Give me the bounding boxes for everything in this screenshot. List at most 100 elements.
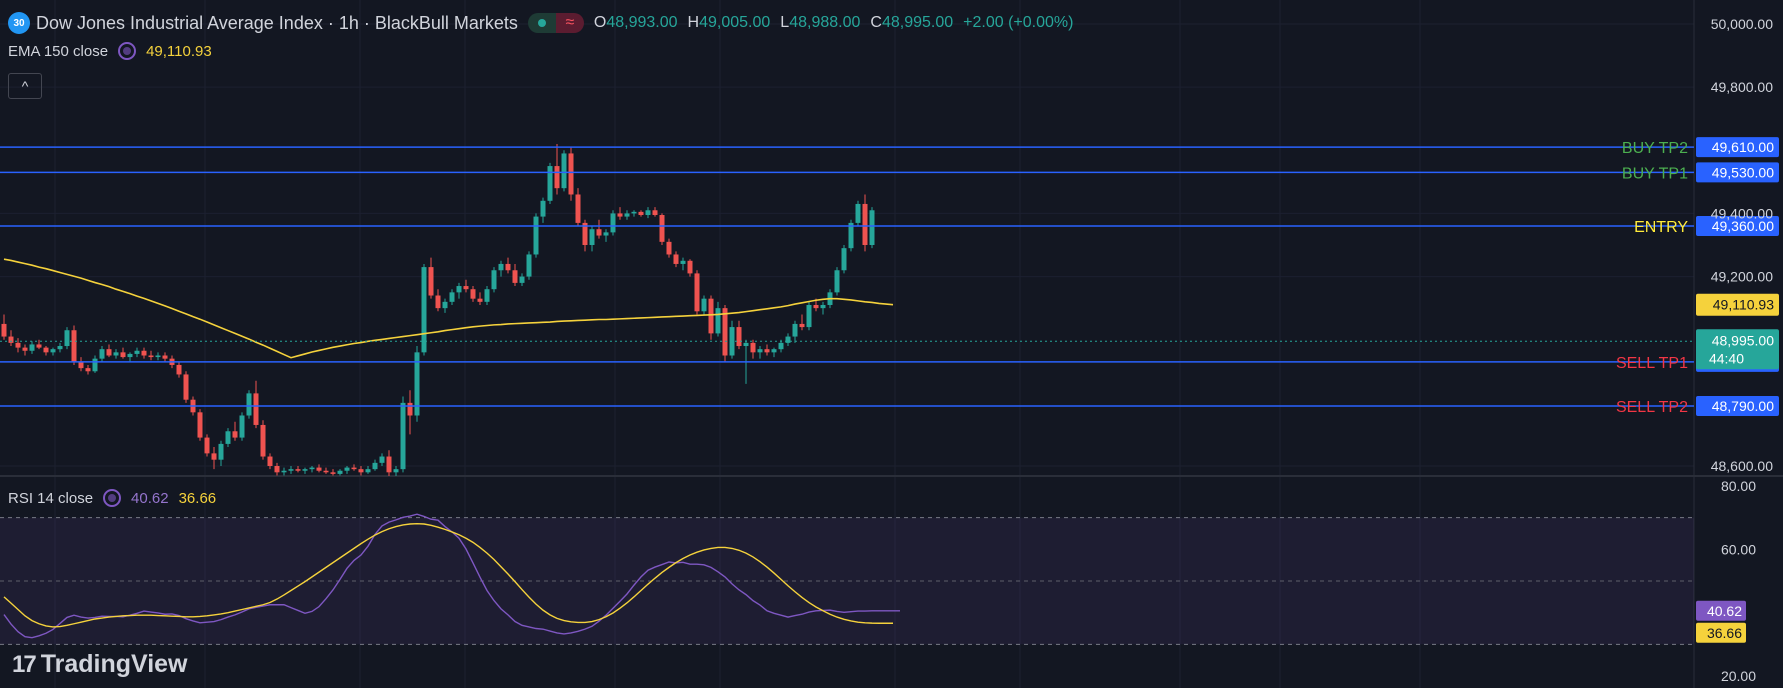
- candle-body: [547, 166, 553, 201]
- candle-body: [337, 470, 343, 474]
- level-price-tag: [1696, 396, 1779, 417]
- level-price-text: 48,790.00: [1712, 398, 1774, 414]
- candle-body: [463, 286, 469, 290]
- candle-body: [554, 166, 560, 189]
- candle-body: [78, 361, 84, 369]
- candle-body: [799, 323, 805, 328]
- candle-body: [239, 415, 245, 438]
- price-pane: [1, 143, 894, 476]
- price-axis-tick: 49,800.00: [1711, 79, 1773, 95]
- candle-body: [687, 260, 693, 274]
- level-price-tag: [1696, 137, 1779, 158]
- candle-body: [785, 336, 791, 343]
- last-price-text: 48,995.00: [1712, 332, 1774, 348]
- candle-body: [575, 194, 581, 223]
- candle-body: [225, 431, 231, 444]
- candle-body: [701, 298, 707, 312]
- level-price-text: 49,530.00: [1712, 164, 1774, 180]
- indicator-source-icon[interactable]: [118, 42, 137, 60]
- candle-body: [764, 349, 770, 353]
- candle-body: [722, 308, 728, 356]
- level-label: ENTRY: [1634, 219, 1688, 236]
- candle-body: [281, 470, 287, 473]
- rsi-value-tag: [1696, 600, 1746, 621]
- candle-body: [757, 349, 763, 353]
- ema-legend[interactable]: EMA 150 close 49,110.93: [8, 42, 212, 60]
- indicator-source-icon[interactable]: [103, 489, 122, 507]
- candle-body: [407, 402, 413, 416]
- open-value: 48,993.00: [606, 14, 678, 31]
- candle-body: [491, 270, 497, 290]
- candle-body: [505, 263, 511, 271]
- candle-body: [715, 308, 721, 334]
- candle-body: [428, 267, 434, 296]
- candle-body: [218, 443, 224, 460]
- candle-body: [260, 424, 266, 457]
- price-axis-tick: 49,200.00: [1711, 269, 1773, 285]
- candle-body: [134, 350, 140, 354]
- low-value: 48,988.00: [789, 14, 861, 31]
- candle-body: [22, 347, 28, 351]
- candle-body: [638, 211, 644, 216]
- approx-wave-icon: ≈: [555, 13, 584, 33]
- symbol-badge[interactable]: 30: [8, 12, 30, 34]
- rsi-legend-name[interactable]: RSI 14 close: [8, 489, 94, 507]
- symbol-title[interactable]: Dow Jones Industrial Average Index · 1h …: [36, 12, 518, 33]
- candle-body: [316, 467, 322, 471]
- level-price-tag: [1696, 162, 1779, 183]
- candle-body: [64, 330, 70, 347]
- candle-body: [99, 349, 105, 359]
- candle-body: [421, 267, 427, 353]
- candle-body: [400, 402, 406, 470]
- candle-body: [302, 469, 308, 471]
- candle-body: [603, 232, 609, 236]
- candle-body: [50, 349, 56, 353]
- candle-body: [197, 412, 203, 438]
- level-label: SELL TP1: [1616, 355, 1688, 372]
- candle-body: [855, 203, 861, 223]
- rsi-ma-value-text: 36.66: [1707, 625, 1742, 641]
- candle-body: [533, 216, 539, 255]
- market-status[interactable]: ≈: [527, 13, 584, 33]
- candle-body: [498, 263, 504, 271]
- candle-body: [120, 352, 126, 358]
- candle-body: [659, 215, 665, 242]
- ohlc-readout: O48,993.00 H49,005.00 L48,988.00 C48,995…: [593, 14, 1074, 31]
- candle-body: [512, 270, 518, 283]
- ema-price-tag: [1696, 293, 1779, 316]
- candle-body: [519, 276, 525, 283]
- candle-body: [386, 456, 392, 473]
- tradingview-logo[interactable]: 17 TradingView: [12, 650, 188, 679]
- rsi-legend[interactable]: RSI 14 close 40.62 36.66: [8, 489, 216, 507]
- candle-body: [631, 211, 637, 214]
- level-price-text: 49,360.00: [1712, 218, 1774, 234]
- collapse-legend-button[interactable]: ^: [8, 73, 42, 99]
- candle-body: [344, 467, 350, 471]
- candle-body: [57, 346, 63, 350]
- candle-body: [834, 270, 840, 293]
- candle-body: [862, 203, 868, 245]
- candle-body: [736, 327, 742, 347]
- market-open-dot-icon: [527, 13, 556, 33]
- candle-body: [841, 248, 847, 271]
- candle-body: [393, 469, 399, 473]
- candle-body: [379, 456, 385, 463]
- candle-body: [414, 352, 420, 416]
- candle-body: [106, 349, 112, 356]
- ema-legend-name[interactable]: EMA 150 close: [8, 42, 109, 60]
- candle-body: [778, 342, 784, 350]
- candle-body: [113, 352, 119, 356]
- candle-body: [820, 304, 826, 309]
- rsi-band-fill: [0, 517, 1694, 645]
- candle-body: [477, 298, 483, 302]
- candle-body: [813, 304, 819, 309]
- candle-body: [624, 213, 630, 217]
- rsi-ma-legend-value: 36.66: [178, 489, 217, 507]
- candle-body: [232, 431, 238, 438]
- rsi-pane: [0, 513, 1694, 645]
- candle-body: [442, 301, 448, 309]
- rsi-axis-tick: 80.00: [1721, 478, 1756, 494]
- candle-body: [176, 364, 182, 375]
- level-label: SELL TP2: [1616, 399, 1688, 416]
